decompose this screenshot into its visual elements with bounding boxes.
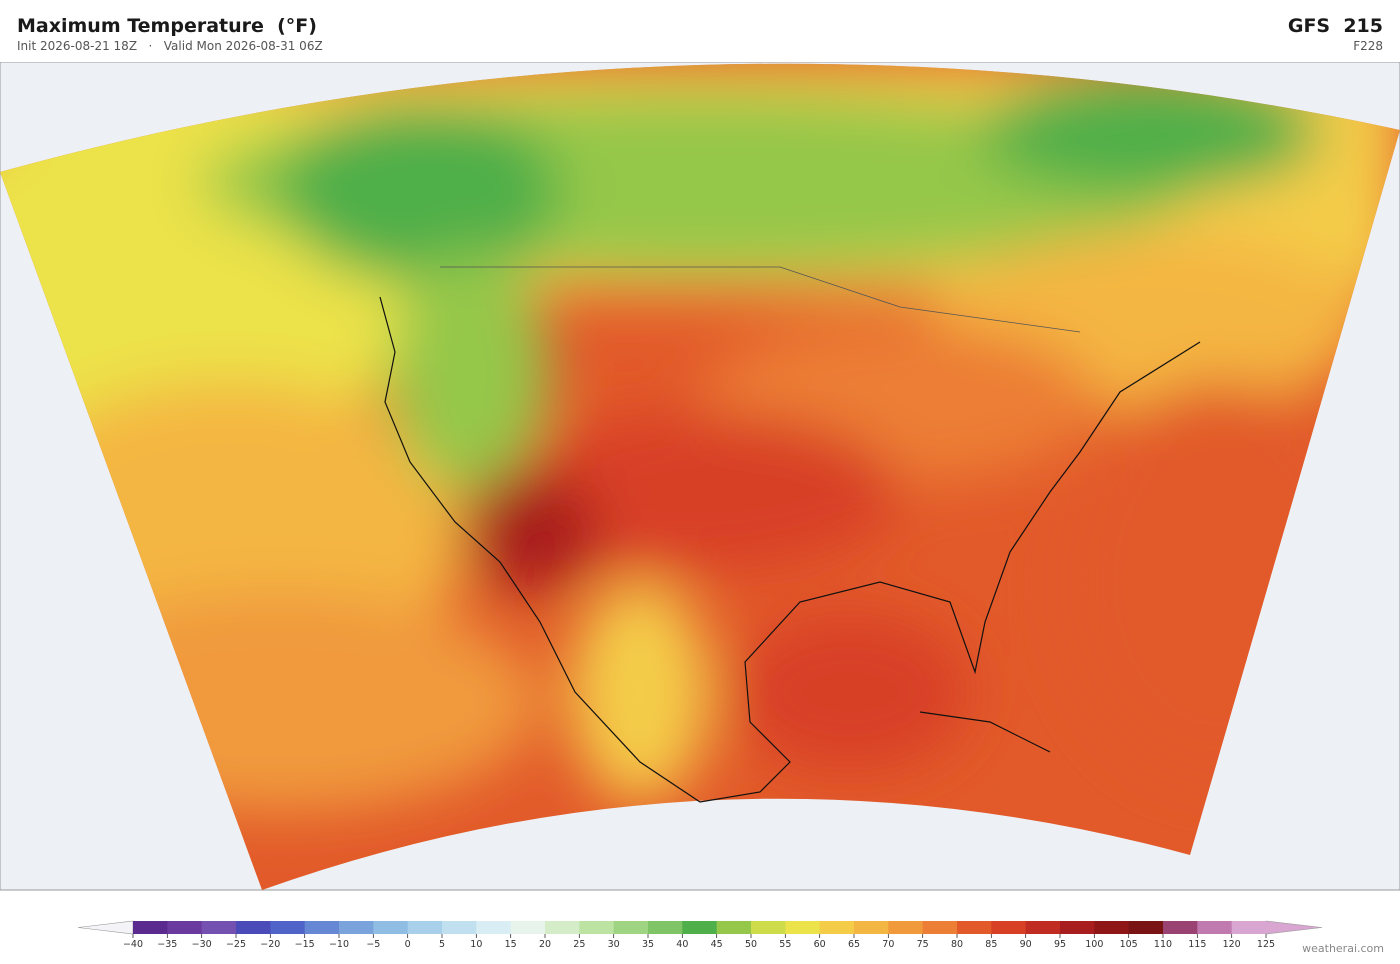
colorbar-bin	[579, 921, 615, 934]
tick-label: 50	[745, 939, 757, 950]
colorbar-bin	[1025, 921, 1061, 934]
model-name: GFS 215	[1287, 15, 1383, 37]
tick-label: 105	[1120, 939, 1138, 950]
colorbar-bin	[648, 921, 683, 934]
tick-label: 35	[642, 939, 654, 950]
colorbar-bin	[201, 921, 237, 934]
colorbar-bin	[339, 921, 374, 934]
tick-label: 100	[1085, 939, 1103, 950]
tick-label: 125	[1257, 939, 1275, 950]
tick-label: −5	[366, 939, 380, 950]
colorbar-bin	[1163, 921, 1198, 934]
tick-label: 40	[676, 939, 688, 950]
forecast-hour: F228	[1353, 39, 1383, 53]
cuba-outline	[919, 711, 1051, 753]
tick-label: 120	[1223, 939, 1241, 950]
tick-label: 80	[951, 939, 963, 950]
colorbar-bin	[270, 921, 306, 934]
tick-label: −10	[329, 939, 349, 950]
tick-label: −35	[157, 939, 177, 950]
colorbar-bin	[1197, 921, 1233, 934]
colorbar-bin	[957, 921, 992, 934]
colorbar-bin	[236, 921, 271, 934]
tick-label: 15	[505, 939, 517, 950]
tick-label: 65	[848, 939, 860, 950]
colorbar-bin	[751, 921, 786, 934]
colorbar-bin	[991, 921, 1027, 934]
tick-label: −25	[226, 939, 246, 950]
title: Maximum Temperature (°F)	[17, 15, 317, 37]
colorbar-bin	[716, 921, 752, 934]
separator: ·	[148, 39, 153, 53]
colorbar: −40 −35 −30 −25 −20 −15 −10 −5 0 5 10 15 20 25 30 35 40 4…	[77, 920, 1323, 950]
colorbar-bin	[1094, 921, 1130, 934]
tick-label: 115	[1188, 939, 1206, 950]
tick-label: 0	[405, 939, 411, 950]
credit: weatherai.com	[1302, 942, 1384, 955]
tick-label: 75	[917, 939, 929, 950]
tick-label: 90	[1020, 939, 1032, 950]
tick-label: 55	[779, 939, 791, 950]
colorbar-bin	[888, 921, 924, 934]
colorbar-bin	[133, 921, 168, 934]
init-time: Init 2026-08-21 18Z	[17, 39, 138, 53]
tick-label: −15	[295, 939, 315, 950]
subtitle: Init 2026-08-21 18Z · Valid Mon 2026-08-…	[17, 39, 323, 53]
colorbar-under	[77, 920, 134, 935]
colorbar-bin	[304, 921, 340, 934]
colorbar-bin	[682, 921, 718, 934]
tick-label: 85	[985, 939, 997, 950]
colorbar-bin	[785, 921, 821, 934]
colorbar-over	[1265, 920, 1323, 935]
coastline	[379, 296, 1201, 803]
colorbar-bin	[922, 921, 958, 934]
tick-label: −40	[123, 939, 143, 950]
tick-label: −20	[260, 939, 280, 950]
tick-label: 30	[608, 939, 620, 950]
tick-label: 70	[882, 939, 894, 950]
tick-label: 5	[439, 939, 445, 950]
colorbar-bin	[476, 921, 512, 934]
tick-label: 45	[711, 939, 723, 950]
tick-label: 60	[814, 939, 826, 950]
valid-time: Valid Mon 2026-08-31 06Z	[163, 39, 323, 53]
tick-label: 110	[1154, 939, 1172, 950]
colorbar-bin	[1060, 921, 1095, 934]
colorbar-bin	[1231, 921, 1267, 934]
colorbar-bin	[1128, 921, 1164, 934]
colorbar-bin	[545, 921, 580, 934]
colorbar-bin	[167, 921, 203, 934]
tick-label: 95	[1054, 939, 1066, 950]
colorbar-bin	[442, 921, 477, 934]
colorbar-bin	[854, 921, 889, 934]
border	[440, 266, 1081, 333]
colorbar-bin	[613, 921, 649, 934]
map	[0, 62, 1400, 891]
colorbar-bin	[819, 921, 855, 934]
colorbar-bin	[407, 921, 443, 934]
colorbar-bin	[373, 921, 409, 934]
tick-label: 25	[573, 939, 585, 950]
tick-label: −30	[192, 939, 212, 950]
colorbar-bin	[510, 921, 546, 934]
tick-label: 10	[470, 939, 482, 950]
tick-label: 20	[539, 939, 551, 950]
